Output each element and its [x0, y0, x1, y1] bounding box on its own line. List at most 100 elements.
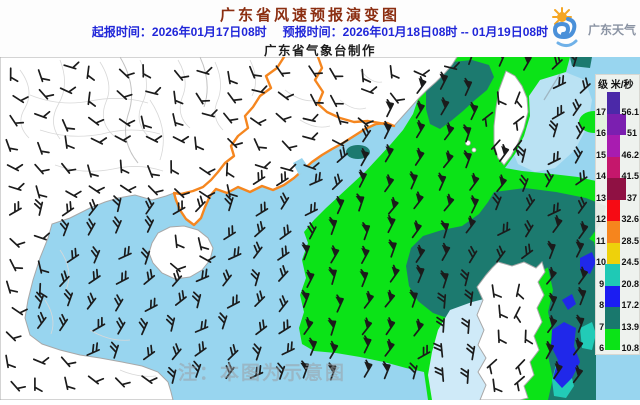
wind-barb — [387, 214, 396, 234]
wind-barb — [119, 184, 137, 194]
wind-barb — [138, 317, 148, 336]
wind-barb — [118, 68, 135, 79]
legend-level: 6 — [599, 343, 605, 353]
legend-row: 11 28.5 — [596, 221, 639, 246]
wind-barb — [86, 65, 95, 81]
brand-logo-text: 广东天气 — [588, 22, 637, 37]
wind-barb — [11, 306, 28, 316]
wind-barb — [552, 215, 563, 233]
wind-barb — [171, 343, 182, 361]
wind-barb — [199, 166, 216, 176]
wind-barb — [359, 268, 369, 288]
wind-barb — [440, 220, 450, 239]
wind-barb — [466, 343, 476, 361]
wind-barb — [303, 162, 320, 171]
wind-barb — [361, 222, 371, 241]
wind-barb — [572, 365, 583, 384]
wind-barb — [140, 247, 151, 265]
wind-barb — [65, 190, 82, 198]
legend-swatch — [606, 221, 621, 243]
wind-barb — [301, 242, 311, 261]
legend-row: 9 20.8 — [596, 264, 639, 289]
wind-barb — [413, 69, 430, 78]
wind-barb — [482, 111, 494, 127]
wind-barb — [305, 269, 315, 288]
wind-barb — [218, 312, 228, 330]
wind-speed-legend: 级 米/秒 17 56.1 16 51 15 46.2 14 41.5 13 37 12 32.6 11… — [595, 74, 640, 355]
wind-barb — [546, 266, 557, 285]
wind-barb — [191, 291, 202, 309]
legend-value: 41.5 — [621, 171, 639, 181]
wind-barb — [546, 240, 556, 260]
wind-barb — [441, 242, 451, 261]
wind-barb — [416, 76, 427, 94]
legend-swatch — [607, 242, 621, 264]
wind-barb — [327, 362, 337, 381]
legend-level: 15 — [596, 149, 607, 160]
wind-barb — [525, 194, 536, 212]
wind-barb — [492, 378, 503, 393]
wind-barb — [408, 362, 418, 380]
wind-zone-level8-c — [562, 294, 576, 310]
wind-barb — [88, 185, 105, 194]
wind-barb — [194, 136, 205, 151]
wind-barb — [470, 195, 479, 214]
wind-barb — [358, 169, 367, 188]
wind-barb — [307, 222, 317, 240]
wind-barb — [34, 377, 43, 393]
penghu-islet-2 — [471, 147, 477, 153]
wind-barb — [496, 245, 506, 263]
wind-barb — [514, 91, 523, 108]
wind-barb — [548, 120, 559, 138]
wind-barb — [116, 90, 133, 100]
wind-barb — [195, 195, 206, 213]
wind-barb — [253, 241, 263, 259]
wind-barb — [327, 317, 337, 336]
wind-barb — [227, 246, 242, 261]
wind-barb — [575, 314, 585, 333]
wind-barb — [61, 201, 75, 217]
legend-swatch — [607, 178, 626, 200]
legend-swatch — [607, 199, 621, 221]
wind-barb — [414, 147, 425, 166]
wind-barb — [521, 243, 534, 260]
legend-row: 8 17.2 — [596, 285, 639, 310]
wind-barb — [437, 292, 447, 309]
wind-barb — [384, 174, 394, 193]
wind-barb — [140, 115, 152, 129]
wind-barb — [9, 114, 25, 127]
legend-row: 10 24.5 — [596, 242, 639, 267]
wind-barb — [496, 174, 507, 193]
wind-barb — [64, 376, 76, 391]
legend-row: 14 41.5 — [596, 156, 639, 181]
wind-zone-level9-a — [580, 322, 596, 350]
legend-value: 32.6 — [621, 214, 639, 224]
wind-barb — [169, 262, 187, 273]
wind-barb — [64, 135, 75, 149]
wind-barb — [142, 63, 152, 79]
wind-barb — [361, 68, 372, 83]
wind-barb — [227, 344, 239, 361]
legend-swatch — [605, 307, 621, 329]
wind-barb — [63, 61, 80, 70]
legend-value: 37 — [627, 192, 638, 203]
wind-barb — [87, 375, 105, 385]
wind-barb — [170, 159, 180, 175]
wind-barb — [524, 329, 534, 345]
wind-barb — [147, 185, 164, 196]
wind-barb — [227, 137, 244, 149]
wind-barb — [10, 380, 26, 392]
wind-barb — [413, 318, 424, 337]
wind-barb — [575, 169, 588, 186]
wind-barb — [486, 358, 498, 375]
wind-barb — [251, 85, 268, 94]
wind-barbs-layer — [5, 46, 591, 393]
legend-row: 16 51 — [596, 113, 639, 138]
wind-barb — [302, 132, 319, 141]
route-line — [543, 73, 561, 101]
wind-barb — [226, 184, 238, 198]
wind-barb — [462, 124, 472, 143]
wind-barb — [9, 67, 19, 83]
wind-barb — [141, 375, 158, 384]
wind-barb — [547, 315, 558, 334]
